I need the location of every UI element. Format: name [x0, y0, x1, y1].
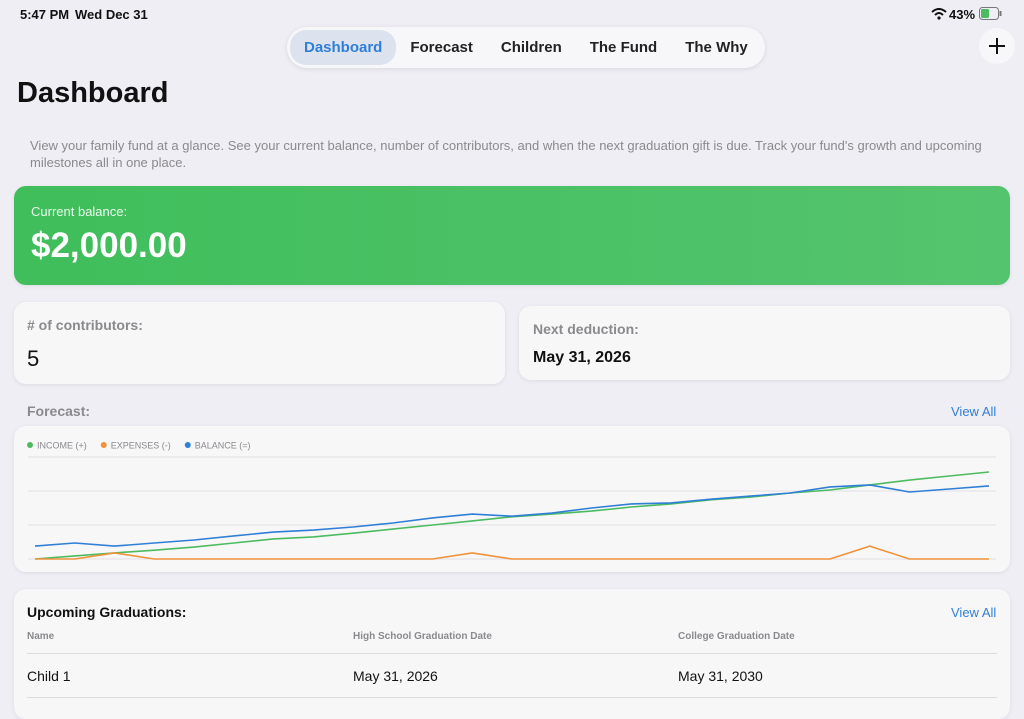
page-title: Dashboard [17, 77, 169, 109]
contributors-value: 5 [27, 346, 40, 371]
series-line [34, 484, 990, 547]
forecast-card: INCOME (+) EXPENSES (-) BALANCE (=) [14, 426, 1010, 572]
tab[interactable]: Dashboard [290, 30, 397, 65]
divider [27, 653, 997, 654]
series-line [35, 545, 989, 560]
column-header: College Graduation Date [678, 631, 795, 642]
tab[interactable]: Children [500, 39, 562, 56]
page-description: View your family fund at a glance. See y… [30, 138, 982, 170]
table-cell: May 31, 2030 [678, 668, 763, 684]
add-button[interactable] [978, 27, 1016, 65]
graduations-view-all[interactable]: View All [951, 605, 997, 620]
tab[interactable]: Forecast [410, 39, 473, 56]
contributors-card: # of contributors: 5 [14, 302, 505, 384]
table-cell: Child 1 [27, 668, 71, 684]
wifi-icon [931, 8, 947, 20]
legend-label: EXPENSES (-) [111, 441, 171, 451]
column-header: Name [27, 631, 55, 642]
table-cell: May 31, 2026 [353, 668, 438, 684]
balance-card: Current balance: $2,000.00 [14, 186, 1010, 285]
battery-icon [979, 7, 1002, 20]
column-header: High School Graduation Date [353, 631, 492, 642]
legend-dot [100, 442, 107, 448]
status-time: 5:47 PM [20, 7, 70, 22]
legend-dot [184, 442, 191, 448]
deduction-value: May 31, 2026 [533, 349, 631, 366]
legend-label: INCOME (+) [37, 441, 87, 451]
graduations-card: Upcoming Graduations: View All Name High … [14, 589, 1010, 719]
contributors-label: # of contributors: [27, 317, 143, 333]
tab[interactable]: The Fund [589, 39, 658, 56]
graduations-title: Upcoming Graduations: [27, 604, 187, 620]
balance-label: Current balance: [31, 204, 128, 219]
deduction-card: Next deduction: May 31, 2026 [519, 306, 1010, 380]
legend-label: BALANCE (=) [195, 441, 251, 451]
battery-percent: 43% [949, 7, 976, 22]
tab-bar: Dashboard Forecast Children The Fund The Why [287, 27, 765, 68]
tab[interactable]: The Why [685, 39, 748, 56]
legend-dot [27, 442, 33, 448]
forecast-label: Forecast: [27, 403, 91, 419]
divider [27, 697, 997, 698]
balance-value: $2,000.00 [31, 226, 187, 265]
deduction-label: Next deduction: [533, 321, 639, 337]
status-date: Wed Dec 31 [75, 7, 148, 22]
forecast-view-all[interactable]: View All [951, 404, 997, 419]
chart: INCOME (+) EXPENSES (-) BALANCE (=) [27, 441, 996, 560]
